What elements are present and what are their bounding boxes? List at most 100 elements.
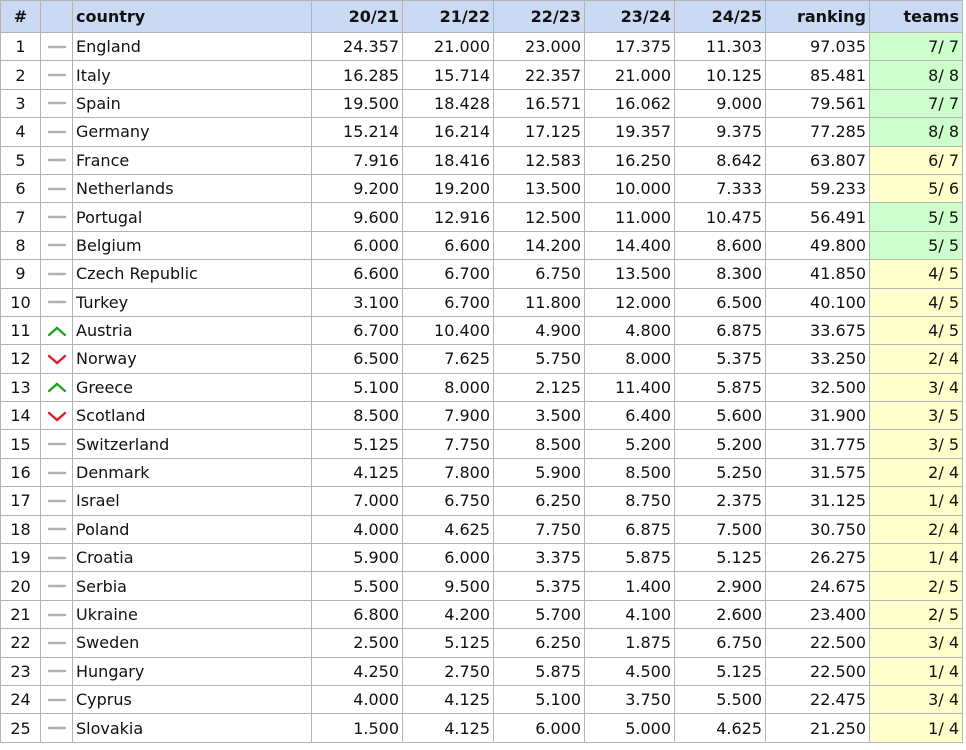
trend-icon bbox=[47, 130, 66, 134]
table-cell: 10.475 bbox=[674, 202, 766, 232]
table-cell: 16 bbox=[0, 457, 41, 488]
table-cell: 18.428 bbox=[402, 88, 494, 119]
table-cell: Israel bbox=[72, 486, 312, 516]
table-cell: 6.800 bbox=[311, 599, 403, 630]
table-row: 17 Israel 7.000 6.750 6.250 8.750 2.375 31.125 1… bbox=[0, 486, 963, 516]
table-cell: 5.375 bbox=[674, 344, 766, 374]
trend-icon bbox=[47, 159, 66, 162]
table-cell: 6.700 bbox=[402, 287, 494, 317]
table-cell: 22.475 bbox=[765, 684, 870, 715]
trend-cell bbox=[40, 145, 73, 175]
table-cell: 1/ 4 bbox=[869, 713, 963, 743]
table-cell: Czech Republic bbox=[72, 259, 312, 289]
trend-icon bbox=[47, 471, 66, 474]
table-cell: 2 bbox=[0, 60, 41, 90]
table-cell: 8.750 bbox=[584, 486, 675, 516]
table-cell: 30.750 bbox=[765, 514, 870, 545]
table-cell: 1.875 bbox=[584, 628, 675, 658]
table-cell: 7.916 bbox=[311, 145, 403, 175]
header-cell: teams bbox=[869, 0, 963, 33]
table-row: 1 England 24.357 21.000 23.000 17.375 11.303 97… bbox=[0, 31, 963, 62]
table-cell: 11.400 bbox=[584, 372, 675, 403]
table-cell: 5.600 bbox=[674, 401, 766, 431]
trend-cell bbox=[40, 628, 73, 658]
table-row: 12 Norway 6.500 7.625 5.750 8.000 5.375 33.250 2… bbox=[0, 344, 963, 374]
header-row: # country 20/21 21/22 22/23 23/24 24/25 ranking… bbox=[0, 0, 963, 33]
table-cell: 6.700 bbox=[311, 315, 403, 346]
table-cell: 1.400 bbox=[584, 571, 675, 601]
table-cell: 85.481 bbox=[765, 60, 870, 90]
table-cell: 6.500 bbox=[674, 287, 766, 317]
table-cell: 4.250 bbox=[311, 656, 403, 686]
table-row: 22 Sweden 2.500 5.125 6.250 1.875 6.750 22.500 3… bbox=[0, 628, 963, 658]
table-cell: 11 bbox=[0, 315, 41, 346]
table-row: 7 Portugal 9.600 12.916 12.500 11.000 10.475 56… bbox=[0, 202, 963, 232]
table-cell: 23.000 bbox=[493, 31, 585, 62]
table-cell: Cyprus bbox=[72, 684, 312, 715]
table-cell: 2.900 bbox=[674, 571, 766, 601]
table-cell: 10 bbox=[0, 287, 41, 317]
trend-cell bbox=[40, 457, 73, 488]
table-cell: 19.200 bbox=[402, 173, 494, 204]
trend-icon bbox=[47, 670, 66, 673]
table-cell: 8.300 bbox=[674, 259, 766, 289]
table-cell: Switzerland bbox=[72, 429, 312, 459]
trend-icon bbox=[47, 325, 66, 336]
table-cell: 5/ 5 bbox=[869, 230, 963, 261]
table-cell: 3 bbox=[0, 88, 41, 119]
table-cell: 2.125 bbox=[493, 372, 585, 403]
trend-icon bbox=[47, 301, 66, 304]
trend-cell bbox=[40, 259, 73, 289]
table-cell: 31.775 bbox=[765, 429, 870, 459]
table-cell: 5/ 5 bbox=[869, 202, 963, 232]
table-row: 11 Austria 6.700 10.400 4.900 4.800 6.875 33.67… bbox=[0, 315, 963, 346]
table-cell: 56.491 bbox=[765, 202, 870, 232]
table-cell: 5.900 bbox=[311, 543, 403, 573]
table-row: 5 France 7.916 18.416 12.583 16.250 8.642 63.80… bbox=[0, 145, 963, 175]
table-cell: 1.500 bbox=[311, 713, 403, 743]
table-cell: 4.500 bbox=[584, 656, 675, 686]
table-cell: 24.357 bbox=[311, 31, 403, 62]
table-cell: 23.400 bbox=[765, 599, 870, 630]
table-row: 4 Germany 15.214 16.214 17.125 19.357 9.375 77.… bbox=[0, 117, 963, 147]
table-cell: 13.500 bbox=[584, 259, 675, 289]
table-cell: 6.700 bbox=[402, 259, 494, 289]
table-cell: 21.000 bbox=[584, 60, 675, 90]
table-cell: 5.500 bbox=[311, 571, 403, 601]
table-cell: Germany bbox=[72, 117, 312, 147]
table-cell: 6.000 bbox=[402, 543, 494, 573]
table-cell: 6.600 bbox=[402, 230, 494, 261]
table-cell: 2/ 4 bbox=[869, 344, 963, 374]
header-cell: 20/21 bbox=[311, 0, 403, 33]
table-cell: 15 bbox=[0, 429, 41, 459]
table-cell: 7/ 7 bbox=[869, 31, 963, 62]
header-cell: 21/22 bbox=[402, 0, 494, 33]
table-cell: 6.750 bbox=[493, 259, 585, 289]
table-cell: 10.000 bbox=[584, 173, 675, 204]
table-cell: 3/ 5 bbox=[869, 429, 963, 459]
table-cell: 25 bbox=[0, 713, 41, 743]
table-cell: 14.200 bbox=[493, 230, 585, 261]
table-cell: 3.375 bbox=[493, 543, 585, 573]
table-cell: 4.100 bbox=[584, 599, 675, 630]
table-cell: 8/ 8 bbox=[869, 117, 963, 147]
trend-icon bbox=[47, 641, 66, 645]
trend-cell bbox=[40, 571, 73, 601]
table-cell: 8/ 8 bbox=[869, 60, 963, 90]
table-cell: 14.400 bbox=[584, 230, 675, 261]
table-cell: 5.000 bbox=[584, 713, 675, 743]
trend-icon bbox=[47, 528, 66, 531]
table-cell: 5.500 bbox=[674, 684, 766, 715]
trend-icon bbox=[47, 442, 66, 446]
trend-icon bbox=[47, 102, 66, 105]
table-cell: 6 bbox=[0, 173, 41, 204]
trend-cell bbox=[40, 713, 73, 743]
table-cell: 3.500 bbox=[493, 401, 585, 431]
table-cell: 7.750 bbox=[402, 429, 494, 459]
table-cell: 11.800 bbox=[493, 287, 585, 317]
trend-cell bbox=[40, 372, 73, 403]
table-cell: 3.100 bbox=[311, 287, 403, 317]
table-cell: 6.750 bbox=[402, 486, 494, 516]
